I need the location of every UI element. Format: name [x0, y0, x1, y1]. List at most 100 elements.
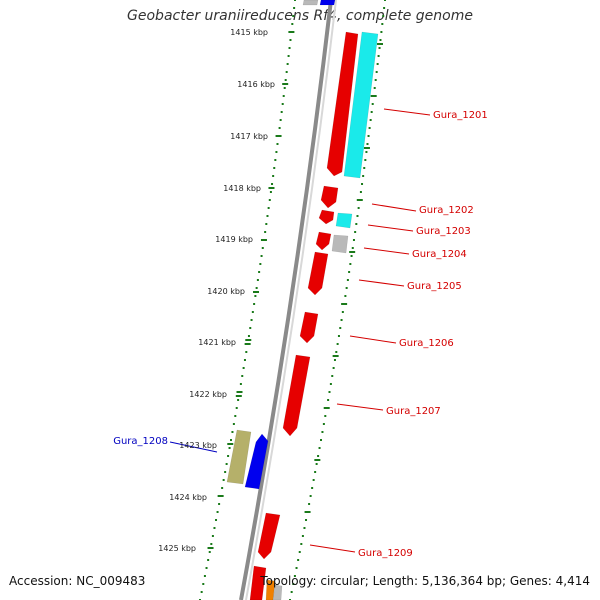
tick-dot: [324, 415, 327, 417]
tick-dot: [370, 111, 373, 113]
tick-dot: [333, 359, 336, 361]
tick-dot: [261, 247, 264, 249]
gene-feature: [265, 579, 276, 600]
tick-dot: [362, 175, 365, 177]
tick-dot: [251, 311, 254, 313]
gene-feature: [282, 354, 311, 437]
tick-dot: [243, 359, 246, 361]
tick-dot: [234, 415, 237, 417]
tick-dot: [224, 471, 227, 473]
tick-dot: [273, 167, 276, 169]
tick-dot: [378, 47, 381, 49]
tick-dot: [357, 207, 360, 209]
gene-label[interactable]: Gura_1202: [419, 205, 474, 216]
tick-dot: [215, 519, 218, 521]
tick-mark: [314, 459, 321, 461]
tick-dot: [368, 127, 371, 129]
kbp-tick-label: 1424 kbp: [169, 493, 207, 502]
tick-dot: [291, 23, 294, 25]
gene-feature: [331, 234, 349, 254]
tick-mark: [370, 95, 377, 97]
gene-label[interactable]: Gura_1203: [416, 226, 471, 237]
gene-feature: [335, 212, 353, 229]
left-tick-dots: [199, 0, 296, 600]
tick-mark: [244, 343, 251, 345]
tick-dot: [356, 215, 359, 217]
tick-dot: [228, 447, 231, 449]
tick-dot: [285, 71, 288, 73]
tick-dot: [210, 543, 213, 545]
tick-dot: [315, 463, 318, 465]
gene-feature: [226, 429, 252, 485]
accession-text: Accession: NC_009483: [9, 574, 146, 588]
gene-feature: [307, 251, 329, 296]
genome-backbone: [239, 0, 337, 600]
tick-dot: [349, 263, 352, 265]
tick-dot: [371, 103, 374, 105]
tick-dot: [344, 295, 347, 297]
gene-label[interactable]: Gura_1201: [433, 110, 488, 121]
tick-dot: [376, 63, 379, 65]
tick-dot: [339, 327, 342, 329]
tick-dot: [359, 191, 362, 193]
tick-dot: [255, 287, 258, 289]
kbp-tick-label: 1417 kbp: [230, 132, 268, 141]
leader-line: [169, 441, 218, 453]
tick-dot: [211, 535, 214, 537]
tick-dot: [350, 255, 353, 257]
tick-dot: [266, 215, 269, 217]
tick-dot: [380, 31, 383, 33]
tick-mark: [349, 251, 356, 253]
tick-dot: [314, 471, 317, 473]
gene-feature: [326, 31, 359, 177]
leader-line: [358, 279, 405, 287]
tick-dot: [381, 23, 384, 25]
tick-dot: [221, 487, 224, 489]
tick-dot: [373, 87, 376, 89]
gene-feature: [315, 231, 332, 251]
tick-dot: [268, 199, 271, 201]
tick-dot: [225, 463, 228, 465]
tick-dot: [222, 479, 225, 481]
leader-line: [336, 403, 384, 411]
tick-dot: [242, 367, 245, 369]
tick-dot: [382, 15, 385, 17]
tick-dot: [269, 191, 272, 193]
tick-mark: [253, 291, 260, 293]
tick-dot: [312, 479, 315, 481]
tick-mark: [341, 303, 348, 305]
tick-dot: [294, 0, 296, 1]
tick-dot: [332, 367, 335, 369]
tick-dot: [366, 143, 369, 145]
tick-dot: [374, 79, 377, 81]
gene-label[interactable]: Gura_1207: [386, 406, 441, 417]
gene-label[interactable]: Gura_1209: [358, 548, 413, 559]
gene-label[interactable]: Gura_1206: [399, 338, 454, 349]
tick-dot: [260, 255, 263, 257]
tick-dot: [282, 95, 285, 97]
gene-feature: [318, 209, 335, 225]
tick-mark: [356, 199, 363, 201]
gene-feature: [257, 512, 281, 560]
kbp-tick-label: 1423 kbp: [179, 441, 217, 450]
tick-mark: [227, 443, 234, 445]
tick-dot: [207, 559, 210, 561]
tick-dot: [218, 503, 221, 505]
tick-dot: [286, 63, 289, 65]
tick-mark: [268, 187, 275, 189]
tick-dot: [279, 119, 282, 121]
tick-dot: [336, 343, 339, 345]
tick-dot: [258, 271, 261, 273]
tick-dot: [318, 447, 321, 449]
gene-label[interactable]: Gura_1204: [412, 249, 467, 260]
gene-feature: [299, 311, 319, 344]
tick-mark: [236, 391, 243, 393]
tick-dot: [352, 239, 355, 241]
tick-dot: [205, 567, 208, 569]
gene-label[interactable]: Gura_1205: [407, 281, 462, 292]
tick-dot: [287, 55, 290, 57]
tick-dot: [367, 135, 370, 137]
tick-dot: [295, 567, 298, 569]
tick-dot: [320, 439, 323, 441]
gene-label[interactable]: Gura_1208: [113, 436, 168, 447]
